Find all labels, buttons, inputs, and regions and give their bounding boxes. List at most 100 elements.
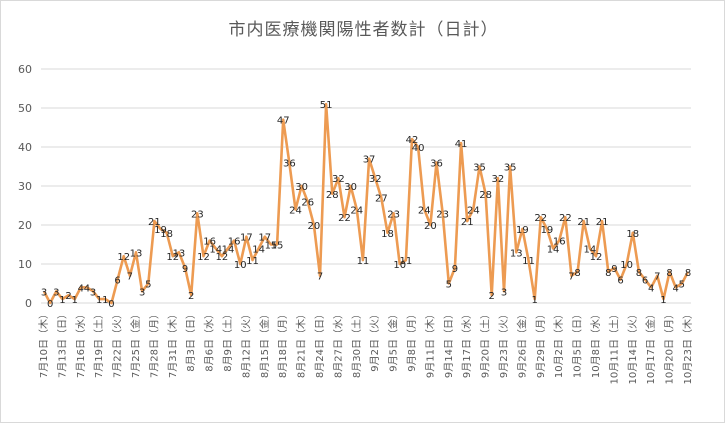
data-label: 30: [295, 182, 308, 193]
data-label: 32: [491, 174, 504, 185]
data-label: 15: [265, 241, 278, 252]
y-tick-label: 30: [18, 180, 32, 193]
data-label: 11: [522, 256, 535, 267]
x-tick-label: 9月23日（火）: [498, 309, 510, 378]
data-label: 10: [393, 260, 406, 271]
data-label: 9: [182, 264, 188, 275]
data-label: 14: [583, 244, 596, 255]
data-label: 6: [114, 276, 120, 287]
data-label: 1: [102, 295, 108, 306]
x-tick-label: 9月20日（土）: [479, 309, 492, 378]
data-label: 23: [436, 209, 449, 220]
data-label: 20: [424, 221, 437, 232]
x-tick-label: 9月11日（木）: [424, 309, 436, 378]
data-label: 30: [344, 182, 357, 193]
x-tick-label: 8月30日（土）: [350, 309, 363, 378]
x-tick-label: 9月8日（月）: [406, 309, 418, 372]
data-label: 3: [41, 287, 47, 298]
x-tick-label: 8月6日（水）: [204, 309, 216, 372]
x-tick-label: 8月27日（水）: [332, 309, 344, 378]
data-label: 18: [160, 229, 173, 240]
data-label: 26: [301, 198, 314, 209]
data-label: 10: [234, 260, 247, 271]
data-label: 24: [467, 205, 480, 216]
data-label: 2: [65, 291, 71, 302]
data-label: 22: [534, 213, 547, 224]
data-label: 8: [605, 268, 611, 279]
data-label: 13: [130, 248, 143, 259]
data-label: 8: [685, 268, 691, 279]
x-tick-label: 8月24日（日）: [314, 309, 326, 378]
x-tick-label: 7月19日（土）: [92, 309, 105, 378]
data-label: 14: [252, 244, 265, 255]
y-tick-label: 40: [18, 141, 32, 154]
data-label: 10: [620, 260, 633, 271]
x-tick-label: 8月12日（火）: [240, 309, 252, 378]
data-label: 3: [501, 287, 507, 298]
x-tick-label: 8月21日（木）: [296, 309, 308, 378]
x-tick-label: 9月14日（日）: [443, 309, 455, 378]
data-label: 9: [452, 264, 458, 275]
data-label: 21: [596, 217, 609, 228]
data-label: 28: [326, 190, 339, 201]
data-label: 11: [357, 256, 370, 267]
data-label: 7: [317, 272, 323, 283]
x-tick-label: 9月2日（火）: [369, 309, 381, 372]
data-label: 3: [90, 287, 96, 298]
x-tick-label: 9月26日（金）: [515, 309, 528, 378]
data-label: 47: [277, 116, 290, 127]
data-label: 32: [332, 174, 345, 185]
x-tick-label: 7月13日（日）: [56, 309, 68, 378]
data-label: 5: [679, 280, 685, 291]
data-label: 8: [574, 268, 580, 279]
data-label: 3: [139, 287, 145, 298]
data-label: 0: [108, 299, 114, 310]
data-label: 37: [363, 155, 376, 166]
x-tick-label: 10月17日（金）: [644, 309, 657, 384]
data-label: 5: [446, 280, 452, 291]
data-label: 16: [553, 237, 566, 248]
x-tick-label: 8月18日（月）: [277, 309, 289, 378]
data-label: 21: [461, 217, 474, 228]
x-tick-label: 7月22日（火）: [112, 309, 124, 378]
y-tick-label: 0: [25, 297, 32, 310]
data-label: 14: [222, 244, 235, 255]
data-label: 35: [504, 163, 517, 174]
data-label: 3: [53, 287, 59, 298]
x-tick-label: 9月29日（月）: [535, 309, 547, 378]
data-label: 51: [320, 100, 333, 111]
x-tick-label: 7月10日（木）: [38, 309, 50, 378]
data-label: 28: [479, 190, 492, 201]
data-label: 7: [127, 272, 133, 283]
x-tick-label: 10月8日（水）: [590, 309, 602, 378]
data-label: 8: [636, 268, 642, 279]
data-label: 13: [510, 248, 523, 259]
data-label: 19: [516, 225, 529, 236]
data-label: 1: [71, 295, 77, 306]
data-label: 15: [271, 241, 284, 252]
data-label: 1: [531, 295, 537, 306]
data-label: 1: [59, 295, 65, 306]
data-label: 41: [455, 139, 468, 150]
data-label: 36: [430, 159, 443, 170]
data-label: 35: [473, 163, 486, 174]
data-label: 18: [381, 229, 394, 240]
data-label: 16: [228, 237, 241, 248]
data-label: 14: [209, 244, 222, 255]
x-tick-label: 10月23日（木）: [682, 309, 694, 384]
x-tick-label: 10月14日（火）: [627, 309, 639, 384]
data-label: 17: [258, 233, 271, 244]
series-line: [42, 102, 690, 305]
data-label: 4: [648, 283, 654, 294]
data-label: 13: [173, 248, 186, 259]
data-label: 40: [412, 143, 425, 154]
data-label: 9: [611, 264, 617, 275]
data-label: 12: [197, 252, 210, 263]
x-tick-label: 8月15日（金）: [258, 309, 271, 378]
data-label: 21: [148, 217, 161, 228]
data-label: 24: [289, 205, 302, 216]
x-tick-label: 10月2日（木）: [553, 309, 565, 378]
data-label: 12: [590, 252, 603, 263]
x-tick-label: 9月17日（水）: [461, 309, 473, 378]
